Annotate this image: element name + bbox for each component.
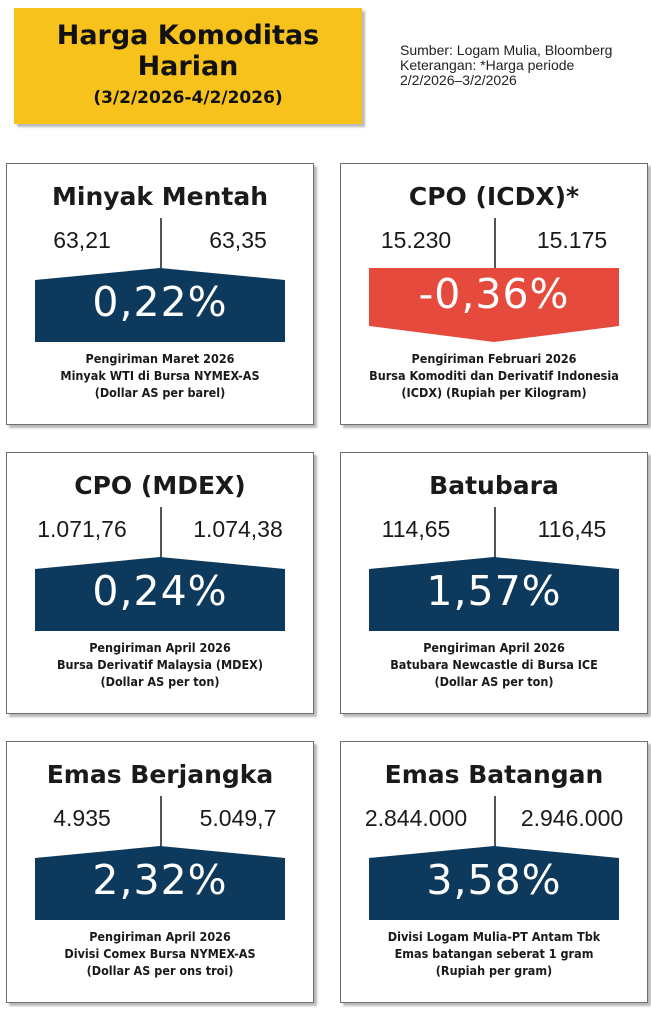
prev-price: 1.071,76 (37, 516, 127, 542)
change-percent: 0,22% (92, 278, 228, 326)
current-price: 116,45 (537, 516, 607, 542)
current-price: 63,35 (209, 227, 267, 253)
change-percent: 2,32% (92, 856, 228, 904)
prev-price: 2.844.000 (364, 805, 468, 831)
desc-line: Divisi Logam Mulia-PT Antam Tbk (387, 929, 601, 944)
change-banner: 0,22% (35, 268, 285, 342)
change-arrow-shape (35, 268, 285, 342)
commodity-card-cpo-icdx: CPO (ICDX)* 15.230 15.175 -0,36% Pengiri… (340, 163, 648, 425)
desc-line: (Dollar AS per ton) (434, 674, 554, 689)
card-description: Pengiriman Februari 2026 Bursa Komoditi … (345, 350, 643, 401)
desc-line: Pengiriman April 2026 (423, 640, 565, 655)
commodity-card-batubara: Batubara 114,65 116,45 1,57% Pengiriman … (340, 452, 648, 714)
card-title: Emas Berjangka (46, 760, 274, 789)
desc-line: Pengiriman April 2026 (89, 929, 231, 944)
commodity-card-emas-berjangka: Emas Berjangka 4.935 5.049,7 2,32% Pengi… (6, 741, 314, 1003)
commodity-card-minyak-mentah: Minyak Mentah 63,21 63,35 0,22% Pengirim… (6, 163, 314, 425)
value-divider (160, 218, 162, 270)
desc-line: Batubara Newcastle di Bursa ICE (390, 657, 598, 672)
change-arrow-shape (369, 557, 619, 631)
card-description: Pengiriman April 2026 Batubara Newcastle… (345, 639, 643, 690)
value-divider (160, 796, 162, 848)
desc-line: Pengiriman Maret 2026 (85, 351, 235, 366)
change-banner: -0,36% (369, 268, 619, 342)
value-divider (494, 796, 496, 848)
source-text: Sumber: Logam Mulia, Bloomberg (400, 42, 613, 58)
change-percent: 1,57% (426, 567, 562, 615)
date-range: (3/2/2026-4/2/2026) (93, 88, 283, 108)
current-price: 15.175 (536, 227, 608, 253)
change-arrow-shape (35, 846, 285, 920)
source-note: Sumber: Logam Mulia, Bloomberg Keteranga… (400, 43, 645, 88)
change-arrow-shape (369, 846, 619, 920)
card-description: Pengiriman Maret 2026 Minyak WTI di Burs… (11, 350, 309, 401)
change-banner: 3,58% (369, 846, 619, 920)
change-banner: 2,32% (35, 846, 285, 920)
up-arrow-shape (369, 846, 619, 920)
change-arrow-shape (369, 268, 619, 342)
prev-price: 15.230 (380, 227, 452, 253)
desc-line: Minyak WTI di Bursa NYMEX-AS (60, 368, 260, 383)
card-title: Batubara (429, 471, 559, 500)
desc-line: (Dollar AS per ons troi) (86, 963, 234, 978)
desc-line: Divisi Comex Bursa NYMEX-AS (64, 946, 256, 961)
title-box: Harga Komoditas Harian (3/2/2026-4/2/202… (14, 8, 362, 124)
desc-line: (Dollar AS per ton) (100, 674, 220, 689)
current-price: 1.074,38 (193, 516, 283, 542)
desc-line: (Rupiah per gram) (435, 963, 553, 978)
desc-line: (ICDX) (Rupiah per Kilogram) (401, 385, 587, 400)
up-arrow-shape (35, 268, 285, 342)
up-arrow-shape (35, 846, 285, 920)
note-line2: 2/2/2026–3/2/2026 (400, 72, 517, 88)
desc-line: Emas batangan seberat 1 gram (394, 946, 594, 961)
up-arrow-shape (35, 557, 285, 631)
page-title-line2: Harian (137, 51, 239, 82)
down-arrow-shape (369, 268, 619, 342)
prev-price: 63,21 (53, 227, 111, 253)
card-description: Pengiriman April 2026 Bursa Derivatif Ma… (11, 639, 309, 690)
desc-line: (Dollar AS per barel) (94, 385, 226, 400)
value-divider (494, 218, 496, 270)
card-description: Pengiriman April 2026 Divisi Comex Bursa… (11, 928, 309, 979)
prev-price: 114,65 (381, 516, 451, 542)
current-price: 5.049,7 (199, 805, 277, 831)
commodity-card-cpo-mdex: CPO (MDEX) 1.071,76 1.074,38 0,24% Pengi… (6, 452, 314, 714)
commodity-card-emas-batangan: Emas Batangan 2.844.000 2.946.000 3,58% … (340, 741, 648, 1003)
desc-line: Bursa Derivatif Malaysia (MDEX) (56, 657, 263, 672)
page-title-line1: Harga Komoditas (56, 20, 320, 51)
change-percent: 3,58% (426, 856, 562, 904)
value-divider (494, 507, 496, 559)
change-percent: 0,24% (92, 567, 228, 615)
desc-line: Pengiriman April 2026 (89, 640, 231, 655)
value-divider (160, 507, 162, 559)
current-price: 2.946.000 (520, 805, 624, 831)
up-arrow-shape (369, 557, 619, 631)
card-title: Minyak Mentah (52, 182, 268, 211)
change-banner: 1,57% (369, 557, 619, 631)
card-description: Divisi Logam Mulia-PT Antam Tbk Emas bat… (345, 928, 643, 979)
card-title: CPO (ICDX)* (408, 182, 580, 211)
card-title: Emas Batangan (384, 760, 604, 789)
desc-line: Bursa Komoditi dan Derivatif Indonesia (369, 368, 619, 383)
change-arrow-shape (35, 557, 285, 631)
prev-price: 4.935 (53, 805, 111, 831)
note-line1: Keterangan: *Harga periode (400, 57, 575, 73)
change-percent: -0,36% (418, 270, 570, 318)
desc-line: Pengiriman Februari 2026 (411, 351, 577, 366)
change-banner: 0,24% (35, 557, 285, 631)
card-title: CPO (MDEX) (74, 471, 246, 500)
